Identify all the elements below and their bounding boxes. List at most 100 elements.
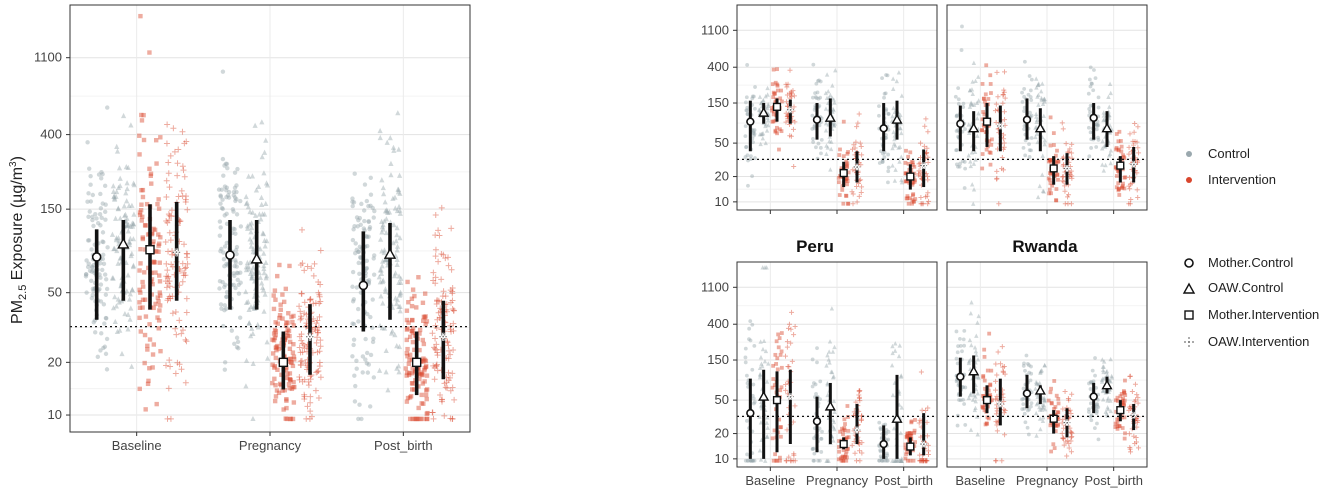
data-point	[1121, 396, 1126, 401]
data-point	[1040, 153, 1045, 158]
data-point	[83, 274, 89, 279]
data-point	[825, 380, 830, 386]
data-point	[392, 270, 399, 276]
data-point	[145, 381, 151, 387]
data-point	[89, 264, 95, 269]
data-point	[857, 140, 863, 146]
data-point	[1088, 103, 1093, 108]
data-point	[778, 353, 783, 357]
data-point	[97, 211, 103, 217]
data-point	[403, 366, 408, 371]
data-point	[912, 428, 917, 433]
data-point	[815, 360, 819, 365]
data-point	[1121, 181, 1125, 186]
data-point	[912, 199, 916, 204]
data-point	[432, 346, 439, 353]
data-point	[1094, 407, 1099, 412]
data-point	[138, 208, 144, 213]
data-point	[83, 272, 89, 277]
data-point	[815, 346, 819, 351]
data-point	[1025, 361, 1030, 366]
data-point	[1028, 378, 1033, 383]
median-marker-oaw-control	[1101, 122, 1113, 133]
data-point	[396, 172, 403, 178]
data-point	[311, 326, 318, 333]
data-point	[175, 193, 182, 200]
data-point	[975, 133, 980, 138]
data-point	[857, 398, 863, 404]
data-point	[926, 198, 932, 204]
data-point	[1068, 429, 1074, 435]
data-point	[894, 457, 899, 463]
data-point	[829, 139, 834, 144]
data-point	[1020, 397, 1024, 402]
data-point	[219, 306, 224, 311]
data-point	[276, 390, 282, 396]
data-point	[980, 82, 985, 86]
data-point	[316, 300, 323, 307]
data-point	[1088, 65, 1093, 70]
y-axis-label-end: )	[9, 156, 26, 161]
data-point	[816, 141, 821, 146]
data-point	[301, 376, 308, 383]
data-point	[394, 261, 400, 267]
y-tick-label: 20	[715, 426, 729, 441]
data-point	[831, 398, 837, 404]
data-point	[223, 282, 228, 288]
data-point	[163, 284, 170, 291]
data-point	[1047, 157, 1052, 162]
data-point	[414, 305, 419, 310]
data-point	[956, 101, 961, 106]
data-point	[182, 198, 189, 205]
median-marker-mother-intervention	[1049, 164, 1058, 173]
data-point	[893, 458, 899, 463]
data-point	[236, 291, 242, 296]
data-point	[1062, 389, 1068, 395]
data-point	[910, 160, 915, 165]
x-tick-label-pregnancy: Pregnancy	[806, 473, 869, 488]
data-point	[1056, 159, 1061, 164]
data-point	[396, 343, 403, 350]
data-point	[786, 364, 792, 370]
data-point	[287, 371, 293, 376]
data-point	[243, 200, 249, 207]
data-point	[405, 326, 410, 331]
data-point	[372, 208, 377, 214]
data-point	[1068, 201, 1074, 207]
data-point	[813, 91, 817, 95]
data-point	[886, 111, 891, 116]
data-point	[250, 246, 256, 252]
data-point	[233, 231, 238, 236]
data-point	[903, 442, 908, 447]
data-point	[167, 363, 174, 370]
data-point	[420, 381, 426, 386]
data-point	[1062, 188, 1068, 194]
data-point	[783, 81, 789, 87]
data-point	[130, 221, 137, 227]
data-point	[1029, 136, 1034, 140]
data-point	[273, 332, 278, 338]
data-point	[1022, 109, 1026, 114]
data-point	[447, 287, 454, 294]
data-point	[232, 273, 237, 279]
data-point	[961, 337, 966, 342]
data-point	[757, 94, 763, 99]
data-point	[380, 277, 386, 283]
data-point	[1037, 407, 1043, 412]
data-point	[845, 182, 849, 187]
median-marker-mother-control	[1089, 392, 1098, 401]
data-point	[224, 261, 229, 267]
data-point	[1055, 172, 1060, 177]
data-point	[828, 167, 833, 172]
data-point	[368, 352, 374, 358]
data-point	[829, 369, 834, 374]
data-point	[430, 269, 437, 276]
data-point	[814, 145, 818, 150]
data-point	[423, 364, 429, 370]
data-point	[910, 182, 915, 187]
data-point	[157, 308, 162, 313]
data-point	[220, 206, 226, 212]
data-point	[297, 362, 304, 369]
data-point	[884, 431, 889, 436]
